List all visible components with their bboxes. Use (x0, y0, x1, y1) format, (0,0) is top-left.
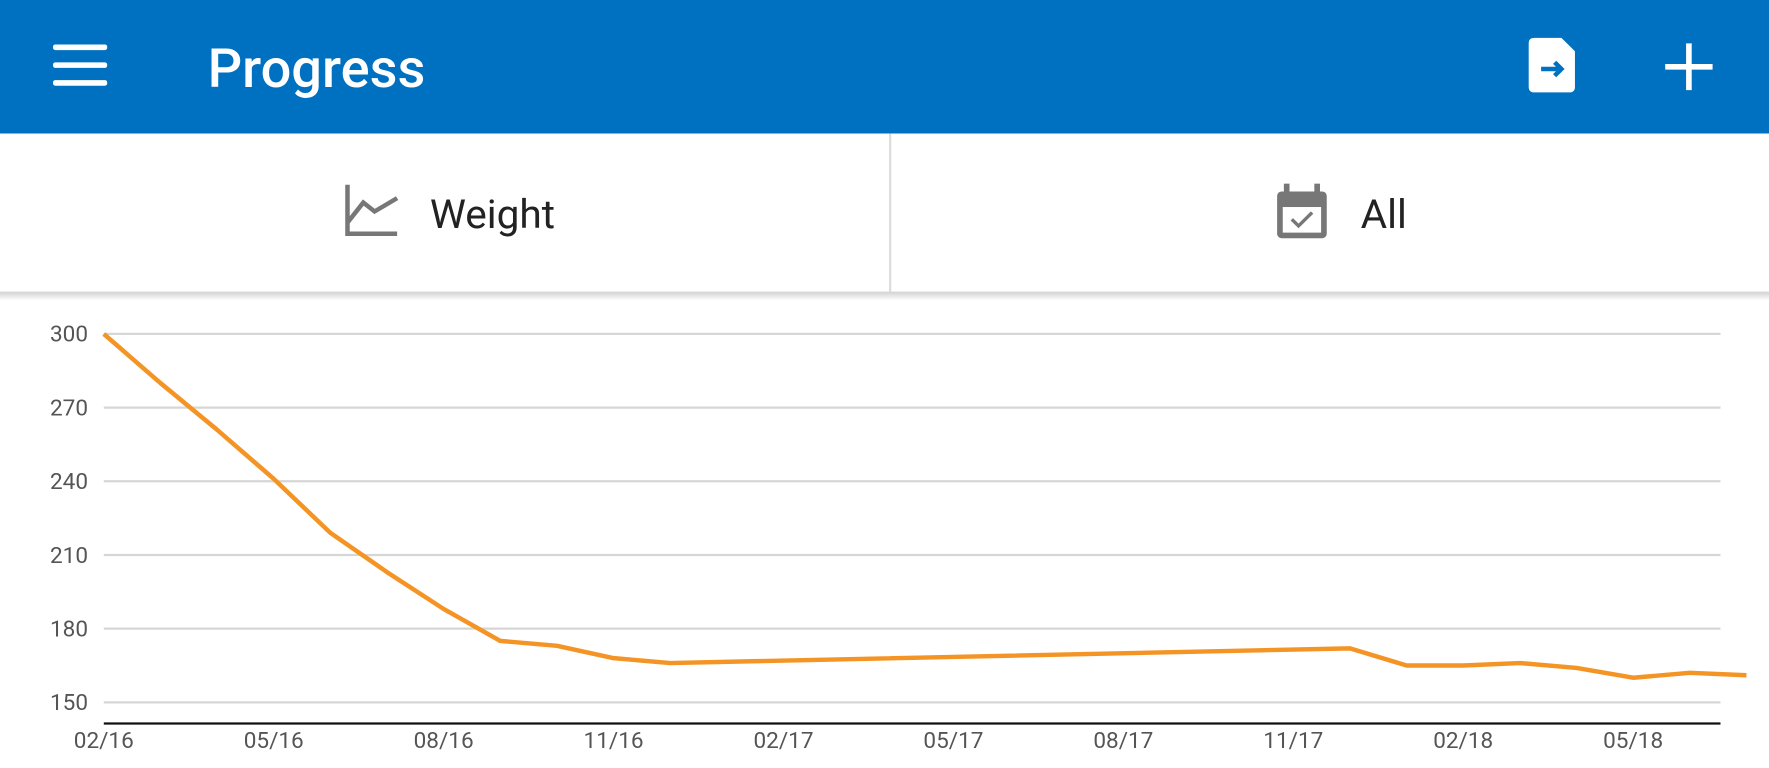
range-label: All (1361, 191, 1407, 238)
add-button[interactable] (1665, 43, 1713, 91)
x-tick-label: 08/17 (1093, 728, 1153, 754)
x-tick-label: 02/16 (74, 728, 134, 754)
app-title: Progress (208, 38, 426, 101)
y-tick-label: 210 (50, 543, 88, 569)
weight-line (102, 332, 1747, 680)
x-tick-label: 02/17 (753, 728, 813, 754)
y-tick-label: 300 (50, 322, 88, 348)
y-tick-label: 240 (50, 469, 88, 495)
y-tick-label: 180 (50, 617, 88, 643)
x-tick-label: 05/17 (923, 728, 983, 754)
x-tick-label: 05/18 (1603, 728, 1663, 754)
x-tick-label: 02/18 (1433, 728, 1493, 754)
export-button[interactable] (1528, 37, 1575, 93)
tab-shadow (0, 291, 1769, 301)
metric-tab[interactable]: Weight (345, 184, 555, 238)
x-tick-label: 11/16 (584, 728, 644, 754)
metric-label: Weight (430, 191, 555, 238)
range-tab[interactable]: All (1277, 183, 1407, 239)
y-tick-label: 150 (50, 690, 88, 716)
x-tick-label: 11/17 (1263, 728, 1323, 754)
app-bar (0, 0, 1769, 134)
tab-bar (0, 133, 1769, 292)
chart: 150 180 210 240 270 300 02/16 05/16 08/16 11/16 02… (50, 322, 1747, 754)
x-tick-label: 08/16 (414, 728, 474, 754)
menu-button[interactable] (53, 44, 108, 86)
y-tick-label: 270 (50, 396, 88, 422)
x-tick-label: 05/16 (244, 728, 304, 754)
